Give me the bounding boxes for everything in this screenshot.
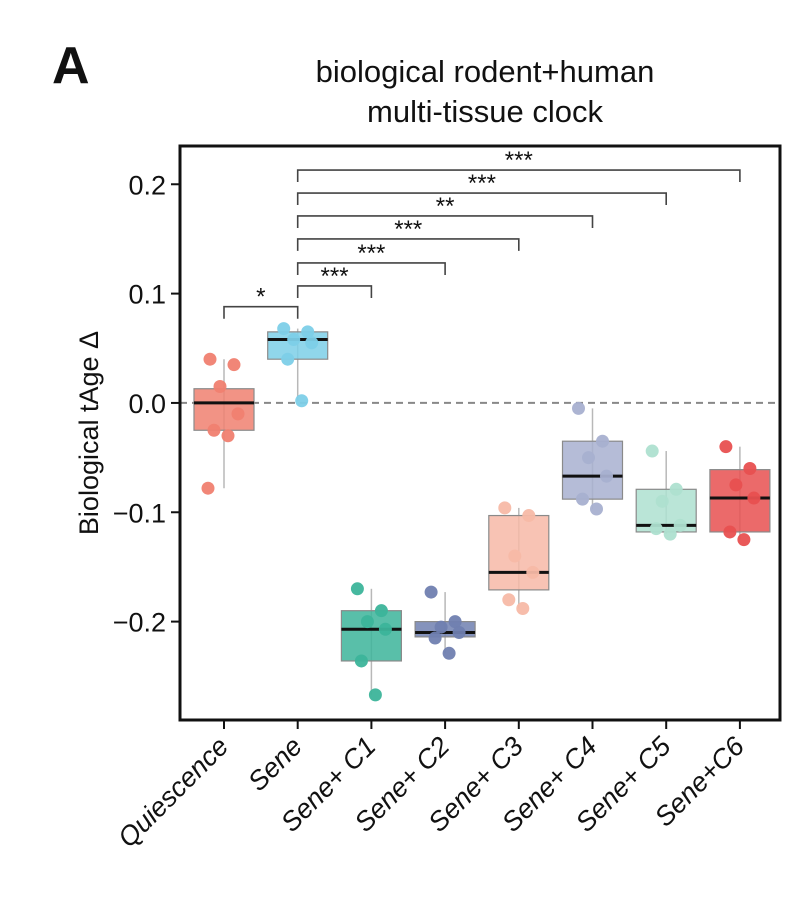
data-point	[231, 407, 245, 421]
data-point	[295, 394, 309, 408]
data-point	[729, 478, 743, 492]
data-point	[600, 469, 613, 483]
y-tick-label: 0.1	[128, 280, 166, 310]
significance-bracket	[296, 169, 741, 183]
significance-label: *	[256, 284, 265, 311]
y-tick-label: 0.0	[128, 389, 166, 419]
significance-label: ***	[468, 170, 496, 197]
data-point	[655, 494, 669, 508]
data-point	[508, 549, 522, 563]
y-tick-label: −0.1	[113, 498, 166, 528]
data-point	[649, 522, 663, 536]
data-point	[207, 423, 221, 437]
significance-bracket	[296, 192, 667, 206]
y-tick-label: −0.2	[113, 608, 166, 638]
data-point	[434, 620, 448, 634]
data-point	[498, 501, 512, 515]
panel-letter: A	[52, 37, 90, 95]
plot-frame	[178, 144, 782, 722]
box-sene-c3	[488, 514, 550, 591]
significance-label: ***	[394, 216, 422, 243]
data-point	[277, 322, 291, 336]
data-point	[201, 481, 215, 495]
data-point	[378, 622, 392, 636]
x-tick-label: Sene	[242, 731, 308, 797]
data-point	[516, 601, 530, 615]
chart-title-line-1: biological rodent+human	[315, 54, 655, 89]
data-point	[526, 565, 540, 579]
box-sene-c4	[561, 440, 624, 500]
data-point	[645, 444, 659, 458]
data-point	[305, 336, 319, 350]
data-point	[719, 440, 733, 454]
significance-label: ***	[321, 263, 349, 290]
data-point	[582, 451, 595, 465]
data-point	[669, 482, 683, 496]
significance-bracket	[296, 215, 594, 228]
significance-bracket	[296, 285, 373, 298]
y-tick-label: 0.2	[128, 170, 166, 200]
significance-label: ***	[505, 147, 533, 174]
data-point	[281, 352, 295, 366]
data-point	[747, 491, 761, 505]
significance-label: **	[436, 193, 455, 220]
significance-bracket	[296, 238, 520, 251]
chart-title: biological rodent+human multi-tissue clo…	[270, 52, 700, 132]
data-point	[572, 401, 585, 415]
data-point	[596, 434, 609, 448]
data-point	[213, 380, 227, 394]
box-quiescence	[193, 388, 255, 431]
data-point	[368, 688, 382, 702]
y-axis-label: Biological tAge Δ	[74, 331, 104, 535]
data-point	[502, 593, 516, 607]
data-point	[354, 654, 368, 668]
data-point	[350, 582, 364, 596]
data-point	[428, 631, 442, 645]
data-point	[227, 358, 241, 372]
data-point	[301, 325, 315, 339]
significance-label: ***	[357, 240, 385, 267]
data-point	[360, 615, 374, 629]
data-point	[673, 518, 687, 532]
data-point	[737, 533, 751, 547]
y-axis: 0.2 0.1 0.0 −0.1 −0.2	[113, 170, 180, 638]
boxes-group	[193, 328, 771, 695]
data-point	[452, 626, 466, 640]
box-sene-c6	[709, 469, 771, 533]
significance-bracket	[296, 262, 446, 275]
data-point	[576, 492, 589, 506]
x-tick-label: Quiescence	[112, 731, 234, 853]
chart-title-line-2: multi-tissue clock	[367, 94, 603, 129]
data-point	[522, 509, 536, 523]
data-point	[221, 429, 235, 443]
points-group	[201, 322, 761, 702]
significance-group: ******************	[223, 147, 741, 319]
data-point	[442, 646, 456, 660]
data-point	[374, 604, 388, 618]
data-point	[448, 615, 462, 629]
data-point	[723, 525, 737, 539]
data-point	[663, 527, 677, 541]
data-point	[424, 585, 438, 599]
significance-bracket	[223, 305, 299, 319]
data-point	[203, 352, 217, 366]
data-point	[743, 462, 757, 476]
data-point	[590, 502, 603, 516]
data-point	[287, 333, 301, 347]
